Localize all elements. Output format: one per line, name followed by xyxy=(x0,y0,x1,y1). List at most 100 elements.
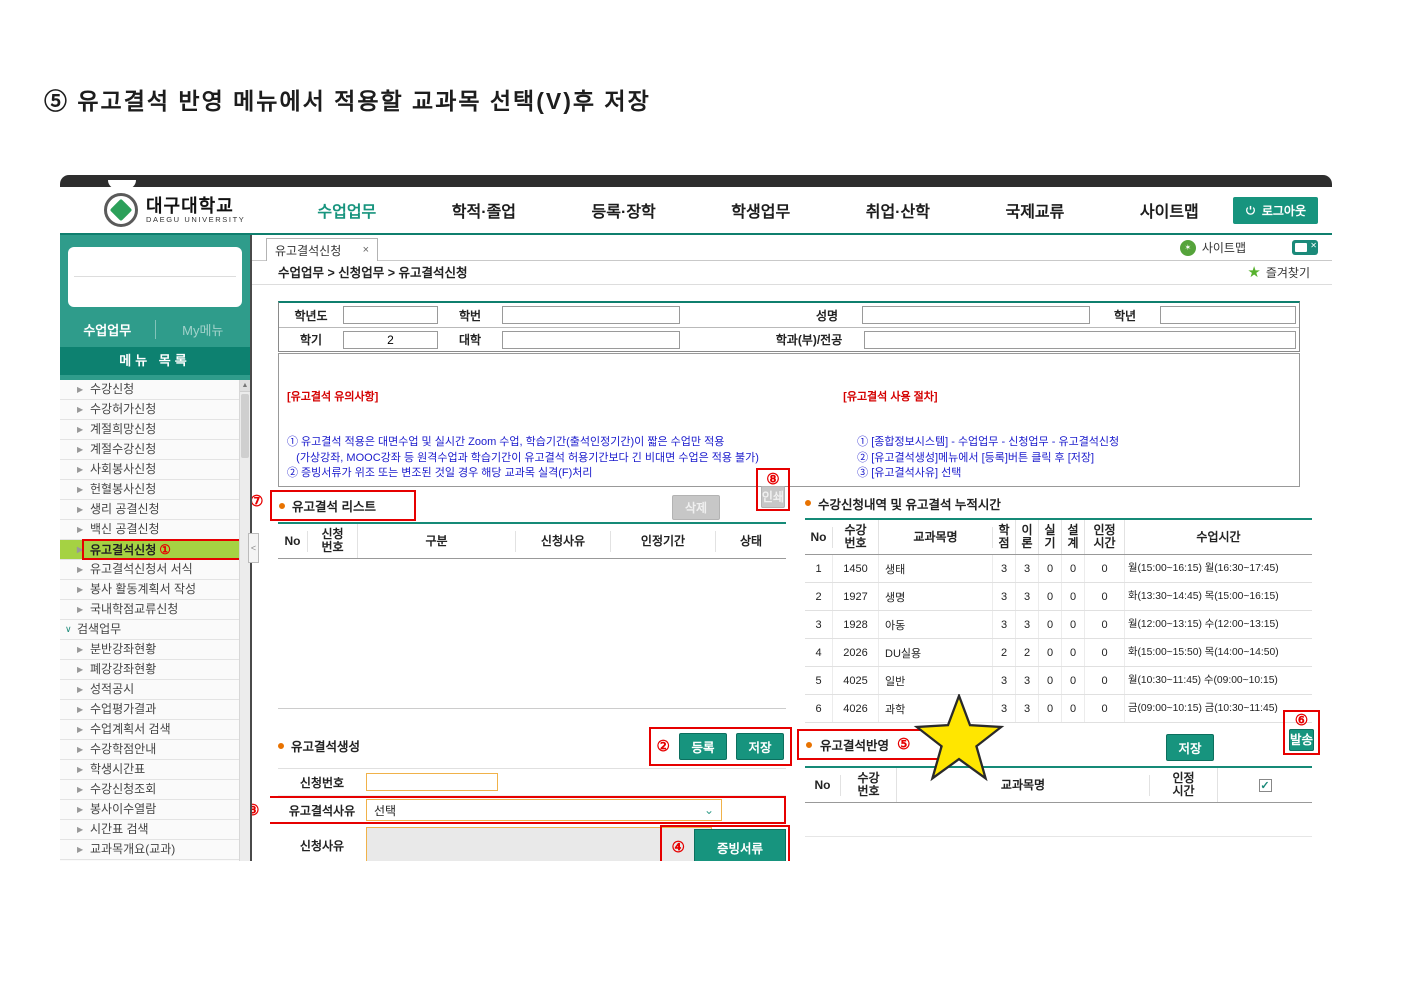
sidebar-item-24[interactable]: ▶수업전자출결 xyxy=(60,860,250,861)
sidebar-item-23[interactable]: ▶ 교과목개요(교과) xyxy=(60,840,250,860)
sidebar-item-19[interactable]: ▶ 학생시간표 xyxy=(60,760,250,780)
cell-theory: 2 xyxy=(1016,639,1039,666)
cell-name: 생태 xyxy=(879,555,993,582)
sidebar-item-13[interactable]: ▶ 분반강좌현황 xyxy=(60,640,250,660)
nav-item-1[interactable]: 학적·졸업 xyxy=(451,204,517,221)
chevron-down-icon: ⌄ xyxy=(703,803,714,817)
grade-input[interactable] xyxy=(1160,306,1296,324)
sidebar-item-11[interactable]: ▶ 국내학점교류신청 xyxy=(60,600,250,620)
nav-item-2[interactable]: 등록·장학 xyxy=(591,204,656,221)
save-button[interactable]: 저장 xyxy=(736,733,784,760)
sidebar-item-2[interactable]: ▶ 계절희망신청 xyxy=(60,420,250,440)
window-top-bar xyxy=(60,175,1332,189)
register-button[interactable]: 등록 xyxy=(679,733,727,760)
annotation-8: ⑧ xyxy=(766,471,780,488)
sidebar-tab-0[interactable]: 수업업무 xyxy=(83,323,132,338)
column-header: 신청 번호 xyxy=(308,524,358,558)
absence-list-title: 유고결석 리스트 xyxy=(292,500,376,514)
annotation-1: ① xyxy=(159,542,171,557)
semester-input[interactable] xyxy=(343,330,438,349)
sidebar-item-16[interactable]: ▶ 수업평가결과 xyxy=(60,700,250,720)
evidence-docs-button[interactable]: 증빙서류 xyxy=(694,829,786,861)
send-button[interactable]: 발송 xyxy=(1288,729,1314,751)
arrow-right-icon: ▶ xyxy=(77,565,84,574)
cell-theory: 3 xyxy=(1016,667,1039,694)
student-no-input[interactable] xyxy=(502,306,680,324)
application-no-input[interactable] xyxy=(366,773,498,791)
sidebar-item-4[interactable]: ▶ 사회봉사신청 xyxy=(60,460,250,480)
sidebar-item-8[interactable]: ▶ 유고결석신청 ① xyxy=(60,539,250,560)
sidebar-item-10[interactable]: ▶ 봉사 활동계획서 작성 xyxy=(60,580,250,600)
apply-save-button[interactable]: 저장 xyxy=(1166,734,1214,761)
sidebar-item-6[interactable]: ▶ 생리 공결신청 xyxy=(60,500,250,520)
sidebar-scrollbar[interactable]: ▲ xyxy=(239,380,250,861)
sidebar-item-22[interactable]: ▶ 시간표 검색 xyxy=(60,820,250,840)
table-row-1[interactable]: 2 1927 생명 3 3 0 0 0 화(13:30~14:45) 목(15:00~16:15… xyxy=(805,583,1312,611)
logout-button[interactable]: 로그아웃 xyxy=(1232,196,1318,224)
sidebar-item-0[interactable]: ▶ 수강신청 xyxy=(60,380,250,400)
table-row-2[interactable]: 3 1928 아동 3 3 0 0 0 월(12:00~13:15) 수(12:00~13:15… xyxy=(805,611,1312,639)
sidebar-item-15[interactable]: ▶ 성적공시 xyxy=(60,680,250,700)
notice-procedure: [유고결석 사용 절차] ① [종합정보시스템] - 수업업무 - 신청업무 -… xyxy=(829,359,1291,481)
cell-time: 월(12:00~13:15) 수(12:00~13:15) xyxy=(1128,618,1279,630)
arrow-right-icon: ▶ xyxy=(77,425,84,434)
sidebar-item-3[interactable]: ▶ 계절수강신청 xyxy=(60,440,250,460)
sidebar-item-label: 분반강좌현황 xyxy=(90,642,157,656)
delete-button[interactable]: 삭제 xyxy=(672,495,720,520)
nav-item-3[interactable]: 학생업무 xyxy=(731,204,791,221)
tab-absence-application[interactable]: 유고결석신청 × xyxy=(266,238,378,261)
sidebar-item-7[interactable]: ▶ 백신 공결신청 xyxy=(60,520,250,540)
sitemap-link[interactable]: ✶ 사이트맵 xyxy=(1179,239,1246,256)
global-nav: 수업업무 학적·졸업 등록·장학 학생업무 취업·산학 국제교류 사이트맵 xyxy=(317,198,1198,222)
scroll-up-arrow[interactable]: ▲ xyxy=(240,380,250,392)
sidebar-item-18[interactable]: ▶ 수강학점안내 xyxy=(60,740,250,760)
nav-item-4[interactable]: 취업·산학 xyxy=(865,204,930,221)
sidebar-item-12[interactable]: ∨ 검색업무 xyxy=(60,620,250,640)
absence-list-section: ⑦ 유고결석 리스트 삭제 ⑧ 인쇄 No 신청 번호 구분 신청사유 인정기간 상태 xyxy=(252,468,790,709)
college-input[interactable] xyxy=(502,330,680,349)
year-input[interactable] xyxy=(343,306,438,324)
column-header: 구분 xyxy=(358,530,516,552)
scrollbar-thumb[interactable] xyxy=(241,394,249,458)
table-row-3[interactable]: 4 2026 DU실용 2 2 0 0 0 화(15:00~15:50) 목(14:00~14:… xyxy=(805,639,1312,667)
nav-item-0[interactable]: 수업업무 xyxy=(317,204,377,221)
cell-code: 4026 xyxy=(833,695,879,722)
window-popup-icon[interactable] xyxy=(1292,240,1318,255)
cell-name: 과학 xyxy=(879,695,993,722)
sidebar-tab-1[interactable]: My메뉴 xyxy=(154,320,251,339)
nav-item-5[interactable]: 국제교류 xyxy=(1005,204,1065,221)
sidebar-collapse-handle[interactable]: < xyxy=(248,533,259,563)
tab-close-icon[interactable]: × xyxy=(362,244,369,256)
field-label-student-no: 학번 xyxy=(458,308,482,323)
nav-item-6[interactable]: 사이트맵 xyxy=(1139,204,1199,221)
sidebar-item-17[interactable]: ▶ 수업계획서 검색 xyxy=(60,720,250,740)
power-icon xyxy=(1245,205,1255,215)
department-input[interactable] xyxy=(864,330,1296,349)
sidebar-item-20[interactable]: ▶ 수강신청조회 xyxy=(60,780,250,800)
print-button[interactable]: 인쇄 xyxy=(760,486,785,508)
print-annotation-box: ⑧ 인쇄 xyxy=(755,468,790,511)
column-header: 실 기 xyxy=(1039,520,1062,554)
arrow-right-icon: ▶ xyxy=(77,525,84,534)
name-input[interactable] xyxy=(862,306,1090,324)
select-all-checkbox[interactable]: ✓ xyxy=(1258,778,1272,792)
application-detail-input[interactable] xyxy=(366,826,712,861)
sidebar-item-1[interactable]: ▶ 수강허가신청 xyxy=(60,400,250,420)
enrollment-title: 수강신청내역 및 유고결석 누적시간 xyxy=(818,497,1001,512)
favorites-button[interactable]: ★ 즐겨찾기 xyxy=(1247,261,1310,285)
absence-create-section: 유고결석생성 ② 등록 저장 신청번호 ③ 유고결석사유 xyxy=(252,727,792,861)
sidebar-item-label: 수강허가신청 xyxy=(90,402,157,416)
table-row-4[interactable]: 5 4025 일반 3 3 0 0 0 월(10:30~11:45) 수(09:00~10:15… xyxy=(805,667,1312,695)
university-logo[interactable]: 대구대학교 DAEGU UNIVERSITY xyxy=(104,193,245,227)
sidebar-item-14[interactable]: ▶ 폐강강좌현황 xyxy=(60,660,250,680)
absence-reason-select[interactable]: 선택 ⌄ xyxy=(366,799,722,821)
table-row-0[interactable]: 1 1450 생태 3 3 0 0 0 월(15:00~16:15) 월(16:30~17:45… xyxy=(805,555,1312,583)
table-row-5[interactable]: 6 4026 과학 3 3 0 0 0 금(09:00~10:15) 금(10:30~11:45… xyxy=(805,695,1312,723)
sidebar-item-21[interactable]: ▶ 봉사이수열람 xyxy=(60,800,250,820)
column-header: 신청사유 xyxy=(516,530,611,552)
cell-recognized: 0 xyxy=(1085,695,1125,722)
sidebar: 수업업무 My메뉴 메뉴 목록 ▶ 수강신청 ▶ 수강허가신청 ▶ 계절희망신청 ▶ 계절수강신… xyxy=(60,235,250,861)
sidebar-item-5[interactable]: ▶ 헌혈봉사신청 xyxy=(60,480,250,500)
sidebar-item-9[interactable]: ▶ 유고결석신청서 서식 xyxy=(60,560,250,580)
sidebar-item-label: 유고결석신청 xyxy=(90,543,157,557)
